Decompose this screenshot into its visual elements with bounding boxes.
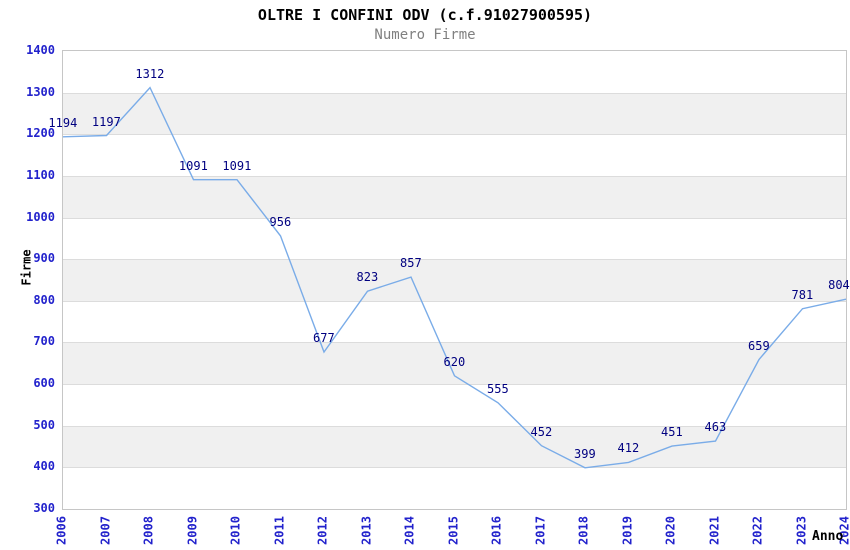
data-line	[62, 86, 847, 469]
y-tick-label: 600	[33, 376, 55, 391]
data-label: 1091	[222, 158, 252, 173]
data-label: 659	[748, 338, 770, 353]
gridline	[63, 92, 846, 94]
data-label: 1312	[135, 66, 165, 81]
gridline	[63, 425, 846, 427]
data-label: 555	[487, 381, 509, 396]
data-label: 857	[400, 256, 422, 271]
grid-band	[63, 134, 846, 176]
data-label: 620	[443, 354, 466, 369]
x-axis-title: Anno	[812, 529, 844, 544]
y-tick-label: 300	[33, 501, 55, 515]
gridline	[63, 384, 846, 386]
data-label: 1197	[91, 114, 121, 129]
x-tick-label: 2009	[185, 516, 199, 545]
x-tick-label: 2015	[446, 516, 460, 545]
gridline	[63, 342, 846, 344]
data-label: 463	[704, 420, 727, 435]
grid-band	[63, 92, 846, 135]
y-tick-label: 700	[33, 334, 55, 349]
data-label: 1194	[48, 115, 78, 130]
gridline	[63, 134, 846, 136]
gridline	[63, 217, 846, 219]
grid-band	[63, 300, 846, 343]
data-label: 412	[617, 441, 640, 456]
plot-area: 1194 1197 1312 1091 1091 956 677 823 857 620 555 45…	[48, 50, 850, 510]
data-label: 804	[828, 278, 850, 293]
grid-band	[63, 51, 846, 93]
gridline	[63, 467, 846, 469]
x-tick-label: 2007	[98, 516, 112, 545]
y-tick-label: 400	[33, 459, 55, 474]
x-tick-label: 2023	[794, 516, 808, 545]
x-tick-label: 2020	[663, 516, 678, 545]
data-label: 781	[791, 287, 814, 302]
y-tick-label: 500	[33, 417, 55, 432]
grid-band	[63, 384, 846, 426]
grid-band	[63, 342, 846, 385]
x-tick-label: 2014	[402, 516, 417, 545]
grid-band	[63, 425, 846, 468]
grid-band	[63, 467, 846, 509]
y-tick-label: 1100	[26, 167, 55, 182]
y-tick-label: 1400	[26, 43, 55, 57]
y-axis-title: Firme	[19, 249, 34, 286]
y-tick-label: 900	[33, 251, 55, 266]
gridline	[63, 300, 846, 302]
x-tick-label: 2008	[141, 516, 156, 545]
x-tick-label: 2021	[707, 516, 721, 545]
x-tick-label: 2012	[315, 516, 330, 545]
grid-band	[63, 175, 846, 218]
data-label: 1091	[178, 158, 208, 173]
x-tick-label: 2016	[489, 516, 504, 545]
y-tick-label: 1200	[26, 126, 55, 141]
y-tick-label: 800	[33, 292, 55, 307]
y-tick-label: 1000	[26, 209, 55, 224]
gridline	[63, 259, 846, 261]
x-tick-label: 2019	[620, 516, 634, 545]
data-label: 823	[356, 270, 379, 285]
chart-subtitle: Numero Firme	[374, 27, 476, 43]
x-tick-label: 2006	[54, 516, 69, 545]
x-tick-label: 2017	[533, 516, 547, 545]
x-tick-label: 2018	[576, 516, 591, 545]
x-tick-label: 2011	[272, 516, 286, 545]
grid-band	[63, 259, 846, 301]
x-tick-label: 2022	[750, 516, 765, 545]
x-tick-label: 2010	[228, 516, 243, 545]
y-tick-label: 1300	[26, 84, 55, 99]
data-label: 451	[661, 425, 683, 440]
chart-title: OLTRE I CONFINI ODV (c.f.91027900595)	[257, 6, 593, 24]
data-label: 677	[313, 331, 335, 346]
data-label: 452	[530, 424, 553, 439]
grid-band	[63, 217, 846, 260]
x-tick-label: 2013	[359, 516, 373, 545]
gridline	[63, 175, 846, 177]
data-label: 399	[574, 446, 596, 461]
data-label: 956	[269, 214, 292, 229]
